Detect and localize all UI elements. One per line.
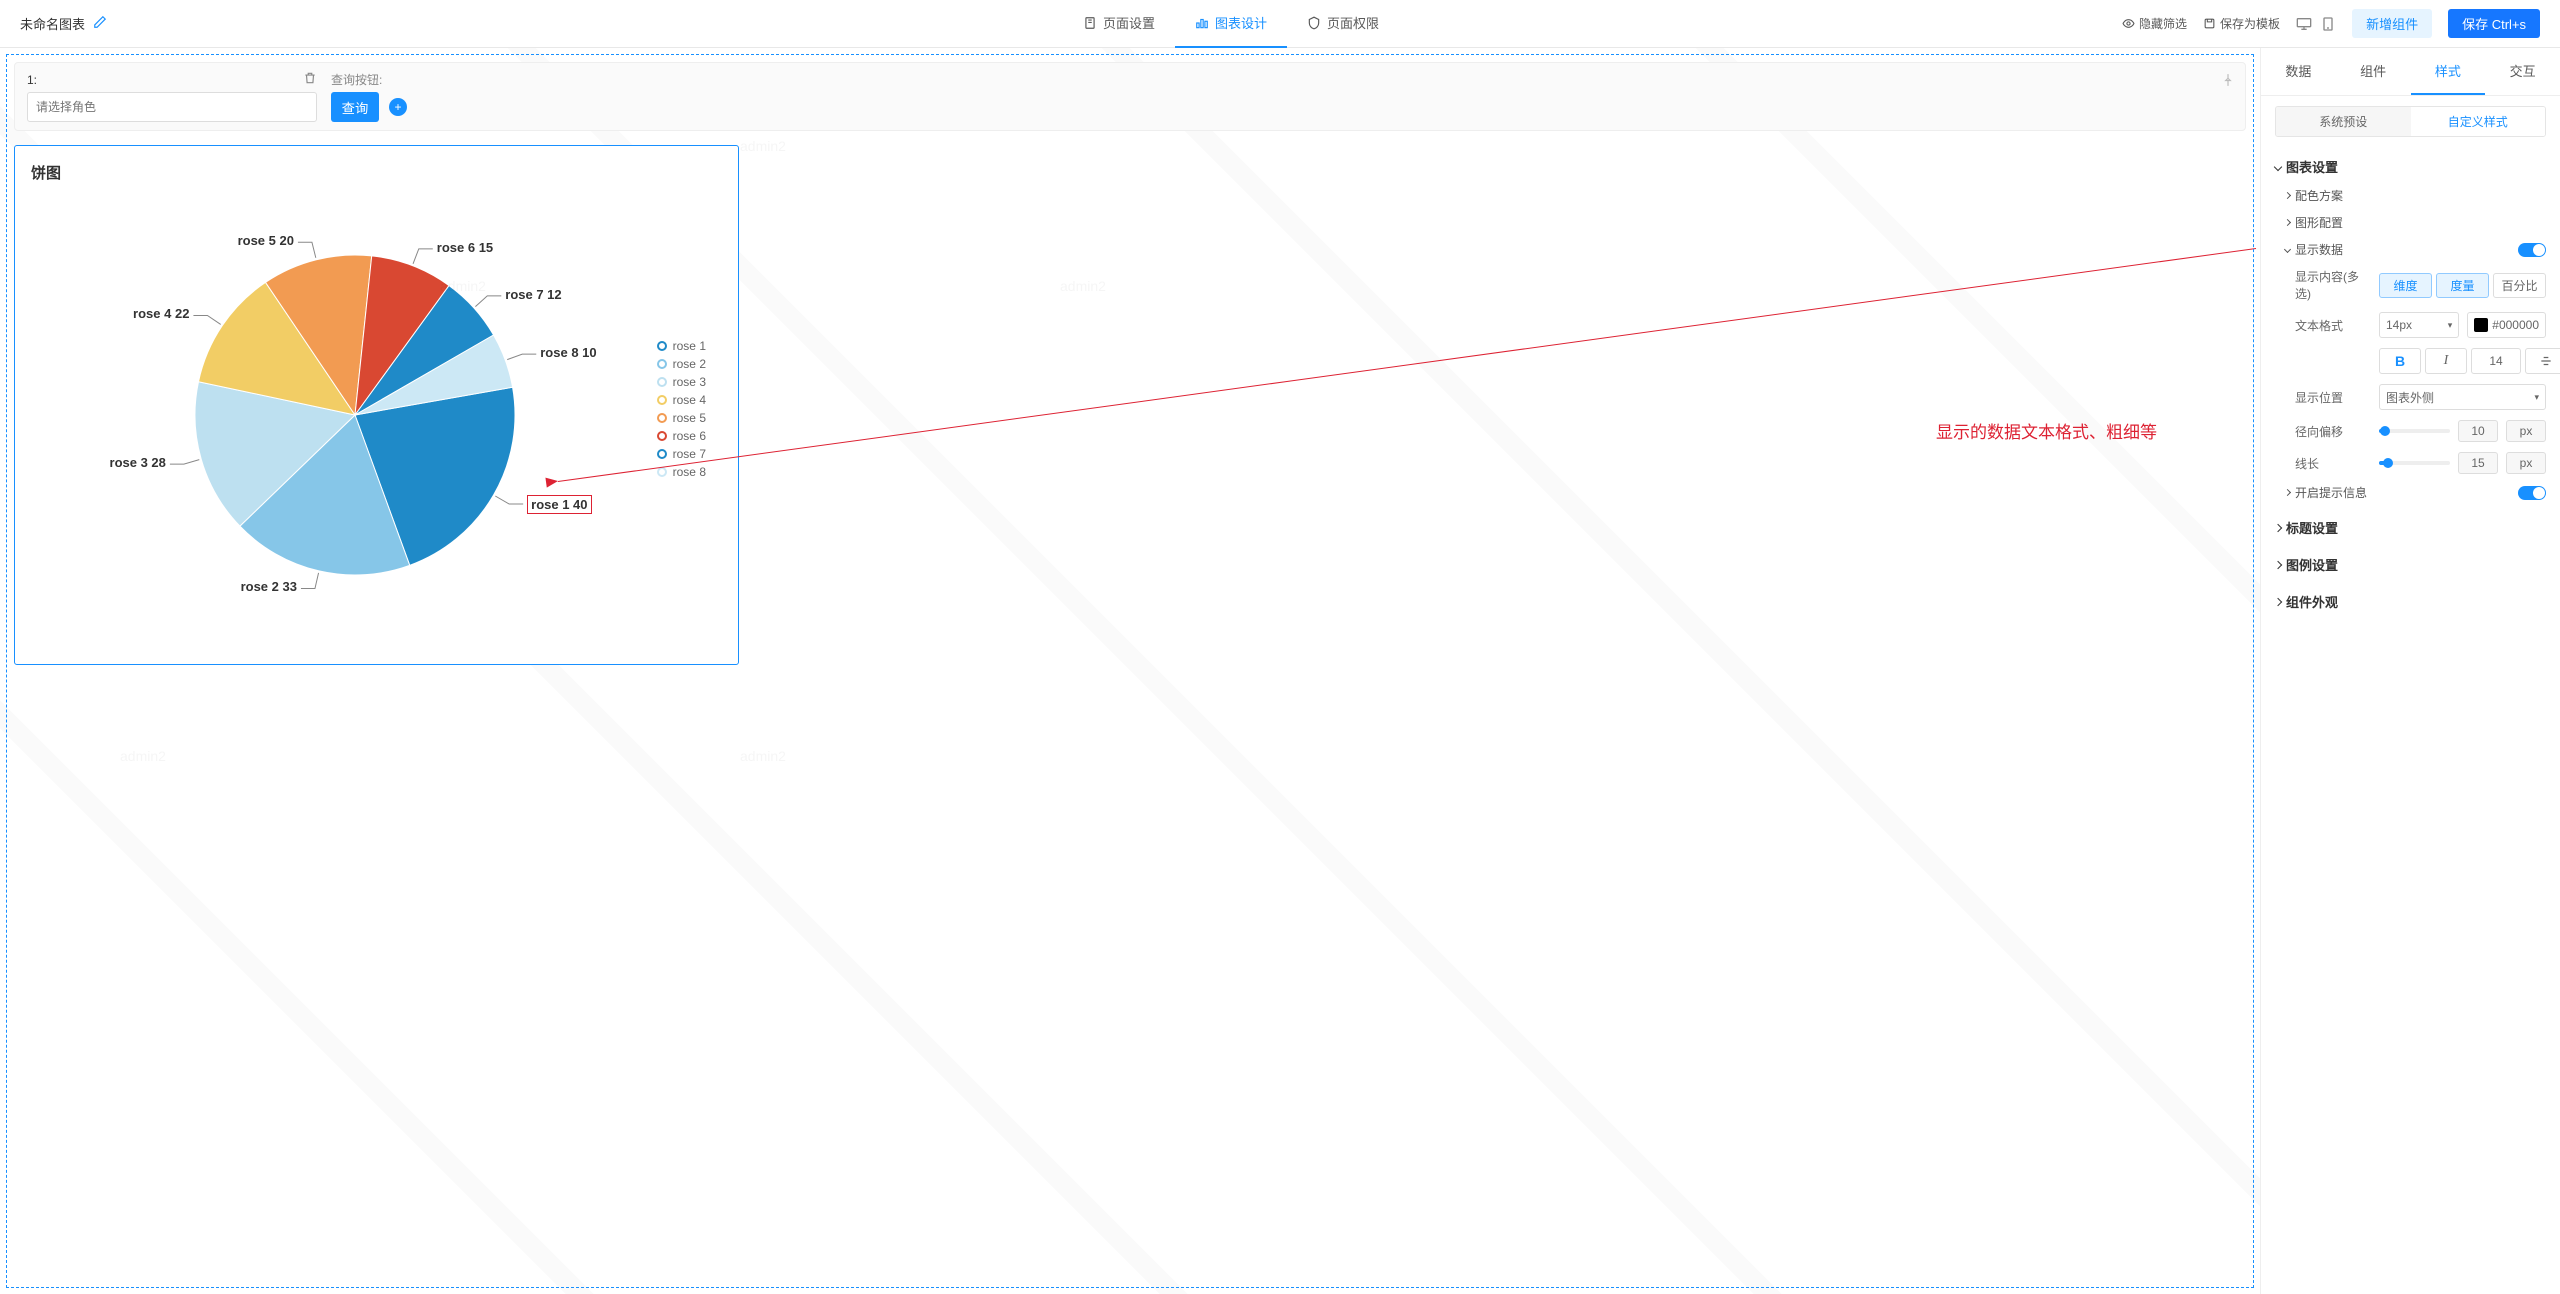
section-legend-settings[interactable]: 图例设置 <box>2275 549 2546 580</box>
legend-swatch-icon <box>657 431 667 441</box>
pin-icon[interactable] <box>2221 73 2235 90</box>
save-as-template-link[interactable]: 保存为模板 <box>2203 15 2280 32</box>
annotation-arrow <box>558 248 2256 482</box>
legend-item[interactable]: rose 7 <box>657 447 706 461</box>
content-measure-choice[interactable]: 度量 <box>2436 273 2489 298</box>
bold-button[interactable]: B <box>2379 348 2421 374</box>
style-mode-system[interactable]: 系统预设 <box>2276 107 2411 136</box>
chart-legend: rose 1 rose 2 rose 3 rose 4 rose 5 rose 6 rose… <box>657 339 706 479</box>
pie-slice-label: rose 5 20 <box>238 233 294 248</box>
content-percent-choice[interactable]: 百分比 <box>2493 273 2546 298</box>
style-mode-segment: 系统预设 自定义样式 <box>2275 106 2546 137</box>
radial-offset-value: 10 <box>2458 420 2498 442</box>
nav-page-settings[interactable]: 页面设置 <box>1063 0 1175 48</box>
page-title: 未命名图表 <box>20 14 85 33</box>
tab-interact[interactable]: 交互 <box>2485 48 2560 95</box>
subsection-show-data[interactable]: 显示数据 <box>2285 236 2546 263</box>
subsection-tooltip[interactable]: 开启提示信息 <box>2285 479 2546 506</box>
radial-offset-unit: px <box>2506 420 2546 442</box>
section-component-appearance[interactable]: 组件外观 <box>2275 586 2546 617</box>
canvas-area: 1: 查询按钮: 查询 + <box>0 48 2260 1294</box>
delete-filter-icon[interactable] <box>303 71 317 88</box>
save-button[interactable]: 保存 Ctrl+s <box>2448 9 2540 38</box>
legend-item[interactable]: rose 6 <box>657 429 706 443</box>
chart-title: 饼图 <box>31 162 722 183</box>
desktop-icon[interactable] <box>2296 16 2312 32</box>
line-length-slider[interactable] <box>2379 461 2450 465</box>
legend-item[interactable]: rose 4 <box>657 393 706 407</box>
show-data-toggle[interactable] <box>2518 243 2546 257</box>
right-panel: 数据 组件 样式 交互 系统预设 自定义样式 图表设置 配色方案 图形配置 显示… <box>2260 48 2560 1294</box>
legend-swatch-icon <box>657 467 667 477</box>
query-button[interactable]: 查询 <box>331 92 379 122</box>
font-size-select[interactable]: 14px▾ <box>2379 312 2459 338</box>
pie-slice-label: rose 2 33 <box>241 579 297 594</box>
watermark: admin2 <box>120 748 166 764</box>
watermark: admin2 <box>740 748 786 764</box>
pie-slice-label: rose 7 12 <box>505 287 561 302</box>
tablet-icon[interactable] <box>2320 16 2336 32</box>
legend-item[interactable]: rose 1 <box>657 339 706 353</box>
style-mode-custom[interactable]: 自定义样式 <box>2411 107 2546 136</box>
subsection-color-scheme[interactable]: 配色方案 <box>2285 182 2546 209</box>
legend-swatch-icon <box>657 395 667 405</box>
query-slot-label: 1: <box>27 73 37 87</box>
pie-slice-label: rose 1 40 <box>527 495 591 514</box>
nav-page-permission[interactable]: 页面权限 <box>1287 0 1399 48</box>
legend-swatch-icon <box>657 449 667 459</box>
legend-swatch-icon <box>657 341 667 351</box>
annotation-arrowhead-icon <box>546 476 559 488</box>
app-header: 未命名图表 页面设置 图表设计 页面权限 隐藏筛选 <box>0 0 2560 48</box>
text-color-picker[interactable]: #000000 <box>2467 312 2546 338</box>
add-filter-icon[interactable]: + <box>389 98 407 116</box>
legend-swatch-icon <box>657 377 667 387</box>
position-select[interactable]: 图表外侧▾ <box>2379 384 2546 410</box>
italic-button[interactable]: I <box>2425 348 2467 374</box>
pie-slice-label: rose 6 15 <box>437 240 493 255</box>
tooltip-toggle[interactable] <box>2518 486 2546 500</box>
query-btn-group-label: 查询按钮: <box>331 71 407 88</box>
pie-slice-label: rose 8 10 <box>540 345 596 360</box>
section-title-settings[interactable]: 标题设置 <box>2275 512 2546 543</box>
tab-data[interactable]: 数据 <box>2261 48 2336 95</box>
add-component-button[interactable]: 新增组件 <box>2352 9 2432 38</box>
tab-style[interactable]: 样式 <box>2411 48 2486 95</box>
query-bar: 1: 查询按钮: 查询 + <box>14 62 2246 131</box>
tab-component[interactable]: 组件 <box>2336 48 2411 95</box>
legend-item[interactable]: rose 5 <box>657 411 706 425</box>
font-size-input[interactable] <box>2471 348 2521 374</box>
legend-item[interactable]: rose 3 <box>657 375 706 389</box>
annotation-text: 显示的数据文本格式、粗细等 <box>1936 418 2157 443</box>
nav-chart-design[interactable]: 图表设计 <box>1175 0 1287 48</box>
strikethrough-button[interactable] <box>2525 348 2560 374</box>
pie-slice-label: rose 3 28 <box>110 455 166 470</box>
pie-slice-label: rose 4 22 <box>133 306 189 321</box>
hide-filter-link[interactable]: 隐藏筛选 <box>2122 15 2187 32</box>
subsection-shape-config[interactable]: 图形配置 <box>2285 209 2546 236</box>
line-length-value: 15 <box>2458 452 2498 474</box>
watermark: admin2 <box>1060 278 1106 294</box>
radial-offset-slider[interactable] <box>2379 429 2450 433</box>
line-length-unit: px <box>2506 452 2546 474</box>
section-chart-settings[interactable]: 图表设置 <box>2275 151 2546 182</box>
legend-item[interactable]: rose 2 <box>657 357 706 371</box>
pie-chart-card[interactable]: 饼图 rose 1rose 2rose 3rose 4rose 5rose 6r… <box>14 145 739 665</box>
content-dimension-choice[interactable]: 维度 <box>2379 273 2432 298</box>
role-select-input[interactable] <box>27 92 317 122</box>
edit-title-icon[interactable] <box>93 15 107 32</box>
watermark: admin2 <box>740 138 786 154</box>
legend-swatch-icon <box>657 413 667 423</box>
legend-swatch-icon <box>657 359 667 369</box>
